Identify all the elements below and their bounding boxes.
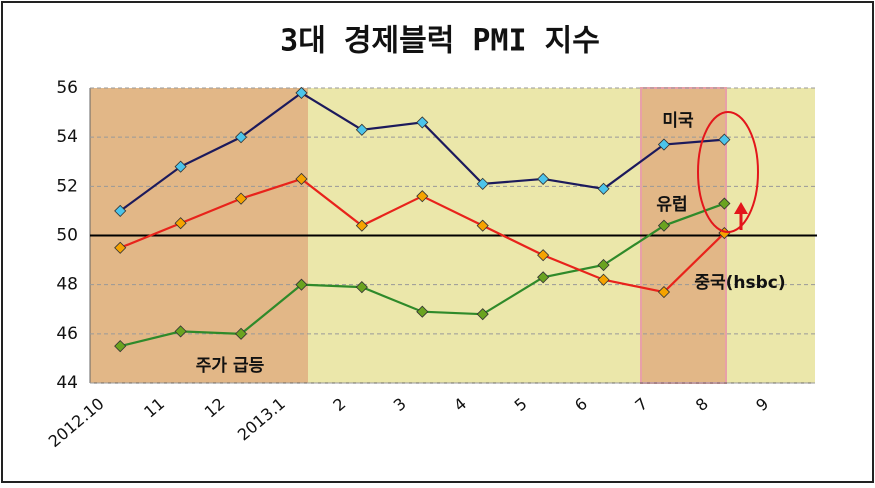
data-marker	[355, 123, 368, 136]
series-label: 미국	[662, 111, 694, 131]
data-marker	[537, 271, 550, 284]
data-marker	[114, 204, 127, 217]
data-marker	[597, 182, 610, 195]
data-marker	[476, 219, 489, 232]
data-marker	[234, 131, 248, 144]
series-label: 유럽	[656, 195, 687, 215]
data-marker	[234, 192, 248, 205]
data-marker	[416, 305, 429, 318]
data-marker	[657, 219, 671, 232]
data-marker	[416, 116, 429, 129]
y-tick-label: 52	[56, 176, 78, 196]
data-marker	[114, 340, 127, 353]
y-tick-label: 56	[56, 78, 78, 98]
data-marker	[295, 278, 308, 291]
data-marker	[537, 249, 550, 262]
data-marker	[355, 219, 368, 232]
arrow-head	[734, 202, 748, 214]
data-marker	[295, 86, 308, 99]
y-tick-label: 54	[56, 127, 78, 147]
data-marker	[657, 138, 671, 151]
y-tick-label: 48	[56, 275, 78, 295]
y-tick-label: 44	[56, 373, 78, 393]
data-marker	[295, 172, 308, 186]
data-marker	[597, 273, 610, 286]
data-marker	[416, 190, 429, 203]
data-marker	[114, 241, 127, 254]
data-marker	[718, 133, 731, 146]
data-marker	[355, 281, 368, 294]
data-marker	[174, 217, 187, 230]
data-marker	[174, 325, 187, 338]
data-marker	[476, 177, 489, 190]
highlight-ellipse	[697, 111, 759, 233]
annotation: 주가 급등	[196, 356, 265, 376]
data-marker	[234, 327, 248, 340]
data-marker	[657, 285, 671, 299]
data-marker	[537, 172, 550, 186]
data-marker	[174, 160, 187, 173]
y-tick-label: 46	[56, 324, 78, 344]
series-label: 중국(hsbc)	[694, 273, 785, 293]
y-tick-label: 50	[56, 226, 78, 246]
data-marker	[597, 258, 610, 272]
chart-title: 3대 경제블럭 PMI 지수	[280, 24, 600, 59]
data-marker	[718, 197, 731, 210]
data-marker	[476, 308, 489, 321]
